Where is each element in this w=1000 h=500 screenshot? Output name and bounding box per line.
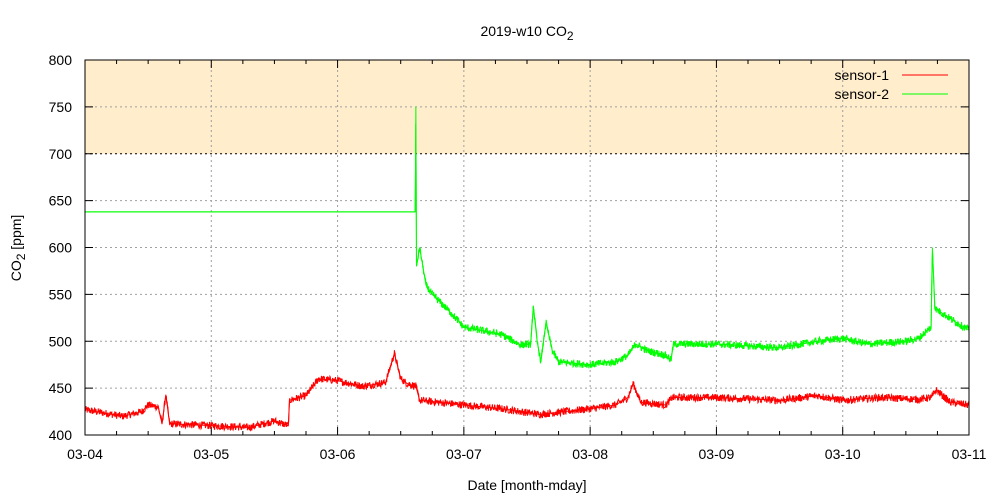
y-tick-label: 800 [49, 52, 73, 68]
y-tick-label: 550 [49, 286, 73, 302]
x-axis-label: Date [month-mday] [467, 477, 586, 493]
x-tick-label: 03-04 [67, 446, 103, 462]
plot-border [84, 59, 970, 436]
series-trend-sensor-2 [85, 106, 970, 366]
series-line-sensor-1 [84, 350, 970, 432]
legend-label-sensor-2: sensor-2 [835, 86, 890, 102]
y-tick-label: 400 [49, 427, 73, 443]
y-tick-label: 750 [49, 99, 73, 115]
y-tick-label: 700 [49, 146, 73, 162]
y-tick-label: 450 [49, 380, 73, 396]
x-tick-label: 03-06 [320, 446, 356, 462]
y-tick-label: 600 [49, 240, 73, 256]
series-line-sensor-2 [85, 124, 970, 369]
y-tick-label: 650 [49, 193, 73, 209]
legend: sensor-1 sensor-2 [835, 67, 948, 102]
axis-ticks: 400 450 500 550 600 650 700 750 800 03-04 03-05 03-… [49, 52, 987, 462]
legend-label-sensor-1: sensor-1 [835, 67, 890, 83]
x-tick-label: 03-05 [193, 446, 229, 462]
x-tick-label: 03-09 [699, 446, 735, 462]
x-tick-label: 03-10 [825, 446, 861, 462]
x-tick-label: 03-11 [952, 446, 987, 462]
y-axis-label: CO2 [ppm] [8, 215, 28, 282]
x-tick-label: 03-07 [446, 446, 482, 462]
y-tick-label: 500 [49, 333, 73, 349]
chart-title: 2019-w10 CO2 [480, 23, 573, 43]
series-trend-sensor-1 [84, 351, 970, 429]
x-tick-label: 03-08 [572, 446, 608, 462]
series-lines [84, 106, 970, 432]
